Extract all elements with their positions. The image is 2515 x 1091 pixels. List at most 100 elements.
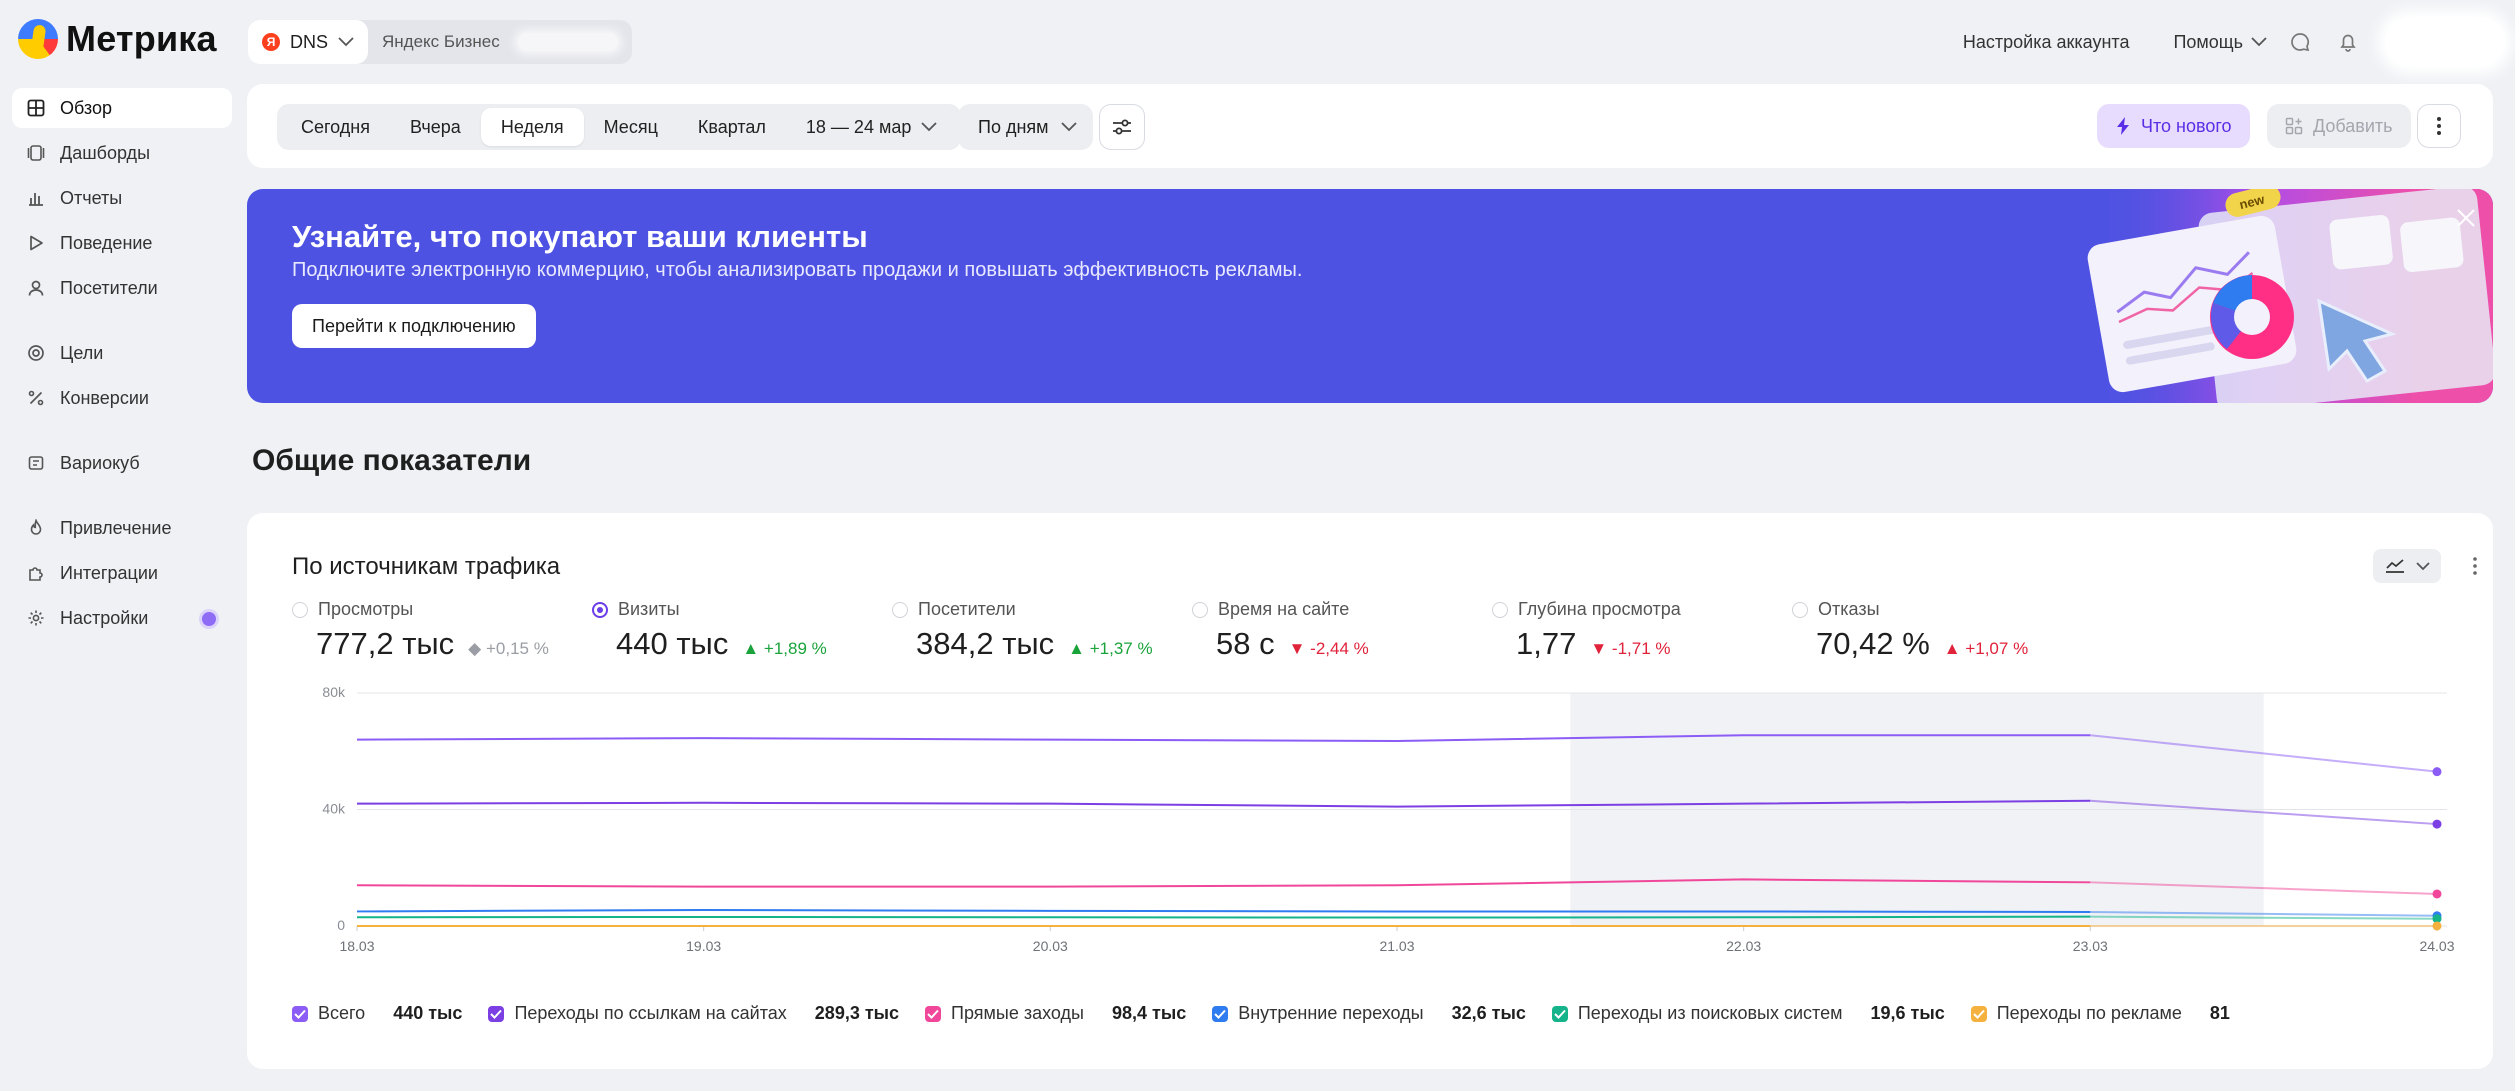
period-today[interactable]: Сегодня <box>301 116 370 137</box>
ecommerce-promo-banner: Узнайте, что покупают ваши клиенты Подкл… <box>247 189 2493 403</box>
counter-owner-label: Яндекс Бизнес <box>382 32 500 51</box>
legend-item[interactable]: Переходы из поисковых систем 19,6 тыс <box>1551 1003 1945 1024</box>
add-widget-icon <box>2285 117 2303 135</box>
bell-icon[interactable] <box>2333 27 2363 57</box>
metric-4[interactable]: Глубина просмотра 1,77 ▼ -1,71 % <box>1492 599 1782 662</box>
metric-body: 70,42 % ▲ +1,07 % <box>1792 626 2082 662</box>
trend-arrow-icon: ▼ <box>1590 639 1612 658</box>
metric-value: 58 с <box>1216 626 1275 661</box>
period-yesterday[interactable]: Вчера <box>410 116 461 137</box>
metric-delta-value: +0,15 % <box>485 639 549 658</box>
x-tick-label: 23.03 <box>2073 938 2108 954</box>
sidebar-item-integrations[interactable]: Интеграции <box>12 553 232 593</box>
account-settings-link[interactable]: Настройка аккаунта <box>1962 31 2130 52</box>
checkbox-icon[interactable] <box>1551 1005 1568 1022</box>
metric-delta: ◆ +0,15 % <box>468 639 549 659</box>
checkbox-icon[interactable] <box>488 1005 505 1022</box>
sidebar-item-visitors[interactable]: Посетители <box>12 268 232 308</box>
help-label: Помощь <box>2173 31 2243 52</box>
series-line-3 <box>356 908 2091 914</box>
metric-header: Просмотры <box>292 599 582 620</box>
metric-label: Время на сайте <box>1218 599 1350 619</box>
legend-item[interactable]: Переходы по рекламе 81 <box>1970 1003 2230 1024</box>
legend-value: 81 <box>2209 1003 2230 1023</box>
period-week[interactable]: Неделя <box>480 108 584 146</box>
whats-new-button[interactable]: Что нового <box>2097 104 2250 148</box>
sidebar-item-reports[interactable]: Отчеты <box>12 178 232 218</box>
sidebar-item-variocube[interactable]: Вариокуб <box>12 443 232 483</box>
grouping-select[interactable]: По дням <box>958 104 1093 150</box>
close-banner-button[interactable] <box>2451 203 2481 233</box>
sliders-icon <box>1113 119 1131 135</box>
flame-icon <box>26 518 46 538</box>
period-month[interactable]: Месяц <box>603 116 658 137</box>
sidebar-item-overview[interactable]: Обзор <box>12 88 232 128</box>
series-line-2 <box>356 878 2091 888</box>
x-tick-label: 24.03 <box>2419 938 2454 954</box>
date-range-picker[interactable]: 18 — 24 мар <box>786 108 957 146</box>
redacted-url <box>517 33 618 51</box>
avatar[interactable] <box>2385 17 2505 67</box>
counter-dropdown[interactable]: Я DNS <box>248 20 369 64</box>
chart-line-icon <box>2386 559 2404 573</box>
logo-text: Метрика <box>66 18 217 59</box>
notification-dot <box>202 612 216 626</box>
metric-1[interactable]: Визиты 440 тыс ▲ +1,89 % <box>592 599 882 662</box>
legend-item[interactable]: Всего 440 тыс <box>292 1003 462 1024</box>
legend-label: Всего <box>318 1003 366 1023</box>
metric-5[interactable]: Отказы 70,42 % ▲ +1,07 % <box>1792 599 2082 662</box>
metric-radio[interactable] <box>1792 601 1808 618</box>
traffic-line-chart: 80k 40k 0 18.03 19.03 20.03 21.03 22.03 23.03 24.… <box>322 684 2454 954</box>
metric-3[interactable]: Время на сайте 58 с ▼ -2,44 % <box>1192 599 1482 662</box>
puzzle-icon <box>26 563 46 583</box>
series-endpoint-4 <box>2432 914 2442 924</box>
period-quarter[interactable]: Квартал <box>697 116 766 137</box>
checkbox-icon[interactable] <box>292 1005 308 1022</box>
add-widget-button[interactable]: Добавить <box>2267 104 2411 148</box>
connect-ecommerce-button[interactable]: Перейти к подключению <box>292 304 536 348</box>
metric-radio[interactable] <box>892 601 908 618</box>
metric-2[interactable]: Посетители 384,2 тыс ▲ +1,37 % <box>892 599 1182 662</box>
top-bar: Метрика Я DNS Яндекс Бизнес Настройка ак… <box>0 0 2515 82</box>
legend-item[interactable]: Внутренние переходы 32,6 тыс <box>1212 1003 1526 1024</box>
metric-delta-value: +1,07 % <box>1965 639 2029 658</box>
legend-item[interactable]: Переходы по ссылкам на сайтах 289,3 тыс <box>488 1003 899 1024</box>
metric-radio[interactable] <box>1492 601 1508 618</box>
checkbox-icon[interactable] <box>1970 1005 1987 1022</box>
chart-type-select[interactable] <box>2373 549 2441 583</box>
sidebar-item-label: Привлечение <box>60 517 172 538</box>
widget-menu-button[interactable] <box>2463 553 2487 579</box>
checkbox-icon[interactable] <box>925 1005 942 1022</box>
close-icon <box>2457 209 2475 227</box>
chat-icon[interactable] <box>2285 27 2315 57</box>
metric-radio[interactable] <box>592 601 608 618</box>
sidebar-item-label: Обзор <box>60 97 112 118</box>
checkbox-icon[interactable] <box>1212 1005 1229 1022</box>
metric-radio[interactable] <box>1192 601 1208 618</box>
logo[interactable]: Метрика <box>18 18 217 60</box>
metric-body: 58 с ▼ -2,44 % <box>1192 626 1482 662</box>
series-endpoint-0 <box>2432 767 2442 777</box>
counter-selector[interactable]: Я DNS Яндекс Бизнес <box>248 20 632 64</box>
help-menu[interactable]: Помощь <box>2173 32 2267 53</box>
percent-icon <box>26 388 46 408</box>
filters-button[interactable] <box>1099 104 1145 150</box>
sidebar-item-goals[interactable]: Цели <box>12 333 232 373</box>
whats-new-label: Что нового <box>2141 115 2232 136</box>
sidebar-item-label: Конверсии <box>60 387 149 408</box>
banner-illustration: new <box>2087 189 2493 403</box>
more-menu-button[interactable] <box>2417 104 2461 148</box>
sidebar-item-behavior[interactable]: Поведение <box>12 223 232 263</box>
sidebar-item-acquisition[interactable]: Привлечение <box>12 508 232 548</box>
metric-body: 440 тыс ▲ +1,89 % <box>592 626 882 662</box>
metric-radio[interactable] <box>292 601 308 618</box>
more-vertical-icon <box>2473 557 2477 575</box>
sidebar-item-settings[interactable]: Настройки <box>12 598 232 638</box>
sidebar-item-conversions[interactable]: Конверсии <box>12 378 232 418</box>
counter-owner[interactable]: Яндекс Бизнес <box>368 20 632 64</box>
sidebar-item-label: Отчеты <box>60 187 123 208</box>
sidebar-item-dashboards[interactable]: Дашборды <box>12 133 232 173</box>
series-endpoint-1 <box>2432 819 2442 829</box>
legend-item[interactable]: Прямые заходы 98,4 тыс <box>925 1003 1186 1024</box>
metric-0[interactable]: Просмотры 777,2 тыс ◆ +0,15 % <box>292 599 582 662</box>
